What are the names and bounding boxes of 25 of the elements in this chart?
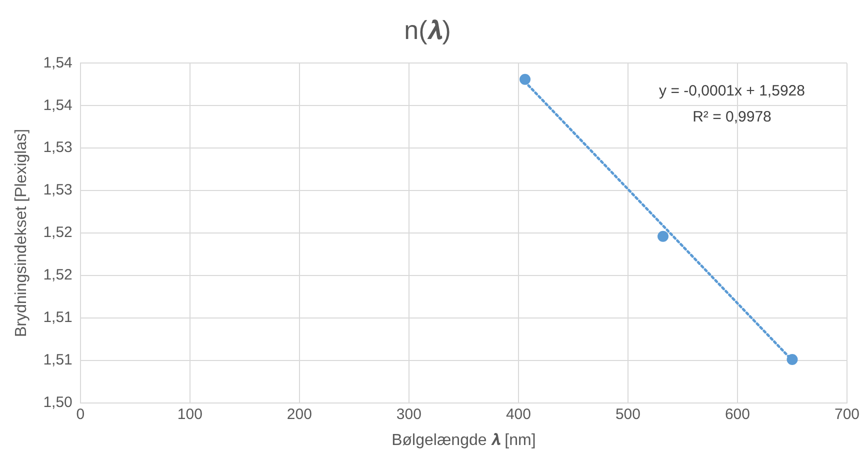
y-tick-label: 1,52 [43, 266, 72, 284]
x-tick-label: 700 [834, 406, 860, 423]
x-axis-title: Bølgelængde 𝝀 [nm] [392, 432, 536, 449]
y-tick-label: 1,54 [43, 54, 72, 72]
point [786, 354, 798, 365]
y-tick-label: 1,51 [43, 309, 72, 326]
x-tick-label: 400 [506, 406, 531, 423]
x-tick-label: 100 [177, 406, 202, 423]
chart-title: n(𝝀) [404, 14, 451, 45]
x-tick-label: 0 [76, 406, 85, 423]
y-tick-label: 1,52 [43, 224, 72, 242]
annotation: y = -0,0001x + 1,5928 [659, 82, 805, 100]
y-tick-label: 1,51 [43, 351, 72, 368]
y-tick-label: 1,53 [43, 182, 72, 199]
x-tick-label: 300 [396, 406, 422, 423]
y-tick-label: 1,54 [43, 96, 72, 114]
x-tick-label: 600 [724, 406, 750, 423]
point [520, 74, 531, 85]
annotation: R² = 0,9978 [692, 108, 772, 126]
point [658, 230, 669, 242]
y-axis-title: Brydningsindekset [Plexiglas] [13, 128, 30, 338]
x-tick-label: 200 [286, 406, 312, 423]
x-tick-label: 500 [615, 406, 640, 423]
y-tick-label: 1,50 [43, 394, 72, 411]
y-tick-label: 1,53 [43, 139, 72, 156]
